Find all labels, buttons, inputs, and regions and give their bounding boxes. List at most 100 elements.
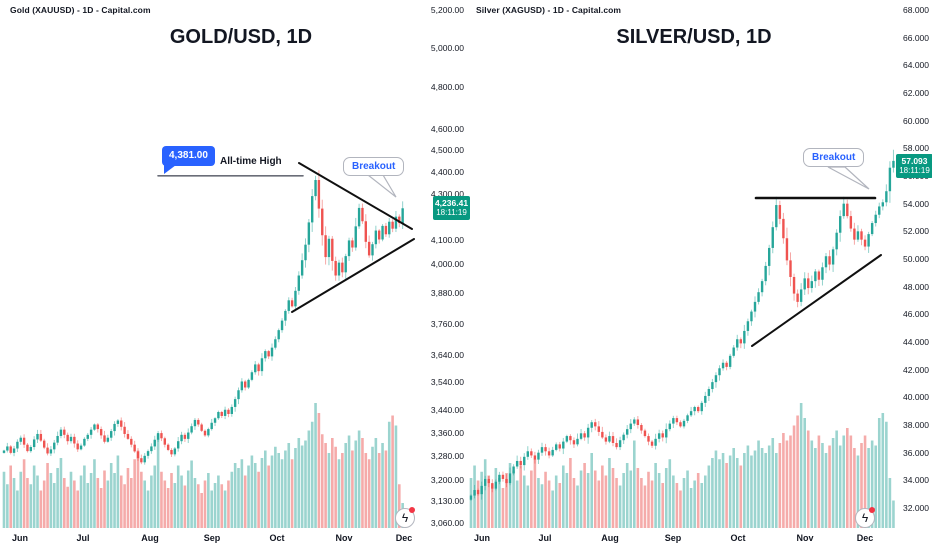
candle <box>143 455 146 463</box>
volume-bar <box>357 430 361 528</box>
gold-price-axis[interactable] <box>432 0 466 530</box>
candle <box>300 260 304 276</box>
silver-time-axis[interactable] <box>466 530 897 550</box>
candle <box>274 339 277 348</box>
volume-bar <box>320 434 324 528</box>
volume-bar <box>190 460 193 528</box>
candle <box>110 431 113 438</box>
candle <box>287 300 290 311</box>
volume-bar <box>213 483 217 528</box>
descending-trendline[interactable] <box>298 162 413 230</box>
volume-bar <box>821 443 824 528</box>
candle <box>881 202 884 207</box>
candle <box>760 281 764 293</box>
candle <box>136 451 140 459</box>
candle <box>725 362 728 367</box>
candle <box>113 423 116 432</box>
silver-price-axis[interactable] <box>897 0 932 530</box>
candle <box>16 441 19 449</box>
candle <box>200 424 203 431</box>
candle <box>344 256 347 273</box>
volume-bar <box>526 485 530 528</box>
volume-bar <box>6 484 9 528</box>
candle <box>59 429 63 436</box>
candle <box>629 423 632 430</box>
volume-bar <box>344 443 347 528</box>
candle <box>401 208 404 224</box>
candle <box>835 232 838 250</box>
volume-bar <box>351 450 354 528</box>
candle <box>66 434 69 442</box>
volume-bar <box>860 443 863 528</box>
ath-note-text[interactable]: All-time High <box>220 156 282 167</box>
volume-bar <box>307 430 311 528</box>
volume-bar <box>143 480 146 528</box>
candle <box>240 381 244 391</box>
volume-bar <box>109 463 113 528</box>
candle <box>284 310 287 321</box>
ascending-trendline[interactable] <box>291 238 415 313</box>
gold-breakout-callout[interactable]: Breakout <box>343 157 405 176</box>
candle <box>576 438 579 445</box>
volume-bar <box>364 453 368 528</box>
volume-bar <box>290 459 294 528</box>
candle <box>594 422 597 427</box>
volume-bar <box>237 468 240 528</box>
candle <box>86 434 89 439</box>
candle <box>743 330 746 344</box>
volume-bar <box>501 488 505 528</box>
volume-bar <box>113 473 116 528</box>
volume-bar <box>721 453 725 528</box>
candle <box>782 218 785 239</box>
volume-bar <box>173 483 177 528</box>
volume-bar <box>476 480 480 528</box>
volume-bar <box>270 455 274 528</box>
candle <box>193 419 197 427</box>
candle <box>391 221 394 229</box>
candle <box>657 433 661 439</box>
gold-instant-trading-button[interactable]: ϟ <box>395 507 415 528</box>
volume-bar <box>377 453 381 528</box>
ascending-trendline[interactable] <box>751 254 882 347</box>
volume-bar <box>42 480 46 528</box>
volume-bar <box>267 465 270 528</box>
candle <box>374 230 378 245</box>
volume-bar <box>341 453 344 528</box>
candle <box>233 399 237 407</box>
candle <box>555 444 558 450</box>
candle <box>533 455 537 460</box>
candle <box>572 440 576 445</box>
volume-bar <box>240 459 244 528</box>
volume-bar <box>146 490 150 528</box>
candle <box>173 448 177 455</box>
ath-price-flag[interactable]: 4,381.00 <box>162 146 215 174</box>
candle <box>768 247 771 266</box>
volume-bar <box>52 483 56 528</box>
lightning-icon: ϟ <box>861 511 869 525</box>
volume-bar <box>711 458 714 528</box>
candle <box>220 412 223 416</box>
candle <box>515 460 519 467</box>
candle <box>337 262 341 276</box>
candle <box>668 423 671 430</box>
candle <box>775 205 778 228</box>
candle <box>79 445 83 450</box>
candle <box>180 434 183 442</box>
volume-bar <box>160 471 163 528</box>
silver-breakout-callout[interactable]: Breakout <box>803 148 865 167</box>
candle <box>682 420 686 427</box>
silver-instant-trading-button[interactable]: ϟ <box>855 507 875 528</box>
lightning-icon: ϟ <box>401 511 409 525</box>
volume-bar <box>611 468 615 528</box>
candle <box>846 203 849 217</box>
gold-time-axis[interactable] <box>0 530 432 550</box>
volume-bar <box>785 440 789 528</box>
candle <box>123 426 126 434</box>
volume-bar <box>398 484 401 528</box>
candle <box>264 351 267 359</box>
volume-bar <box>12 478 16 528</box>
candle <box>6 446 9 451</box>
volume-bar <box>337 459 341 528</box>
volume-bar <box>119 475 123 528</box>
